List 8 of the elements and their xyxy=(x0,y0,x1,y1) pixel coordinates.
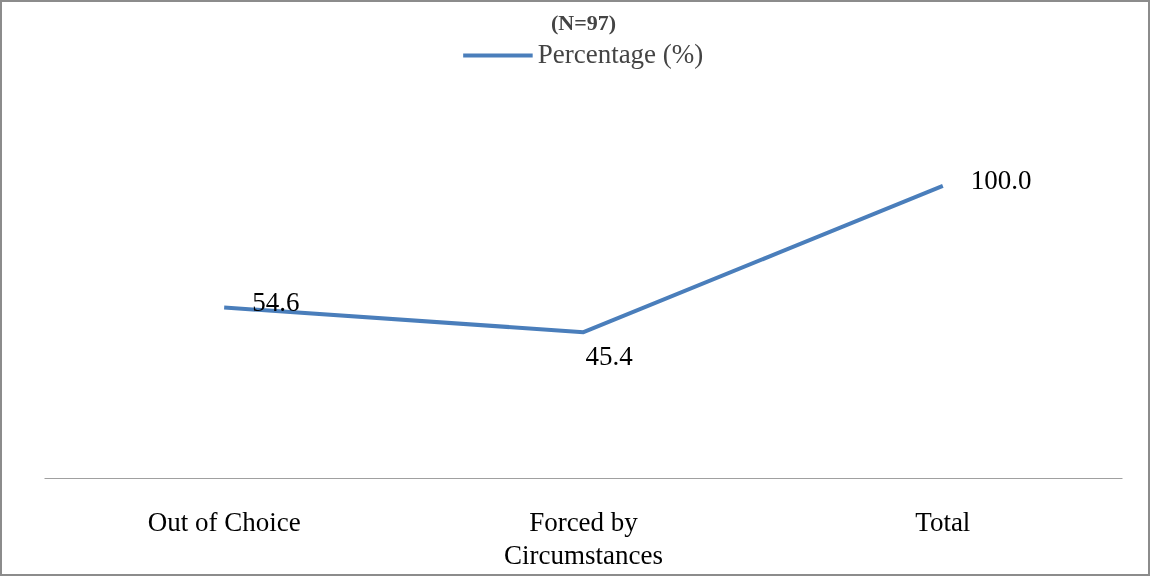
chart-title: (N=97) xyxy=(550,9,617,35)
data-label: 100.0 xyxy=(970,164,1032,195)
x-tick-label: Forced by Circumstances xyxy=(504,506,663,570)
x-tick-label: Total xyxy=(915,506,971,537)
data-label: 45.4 xyxy=(585,341,634,372)
x-tick-label: Out of Choice xyxy=(147,506,301,537)
legend-label: Percentage (%) xyxy=(537,39,704,70)
data-label: 54.6 xyxy=(252,286,300,317)
